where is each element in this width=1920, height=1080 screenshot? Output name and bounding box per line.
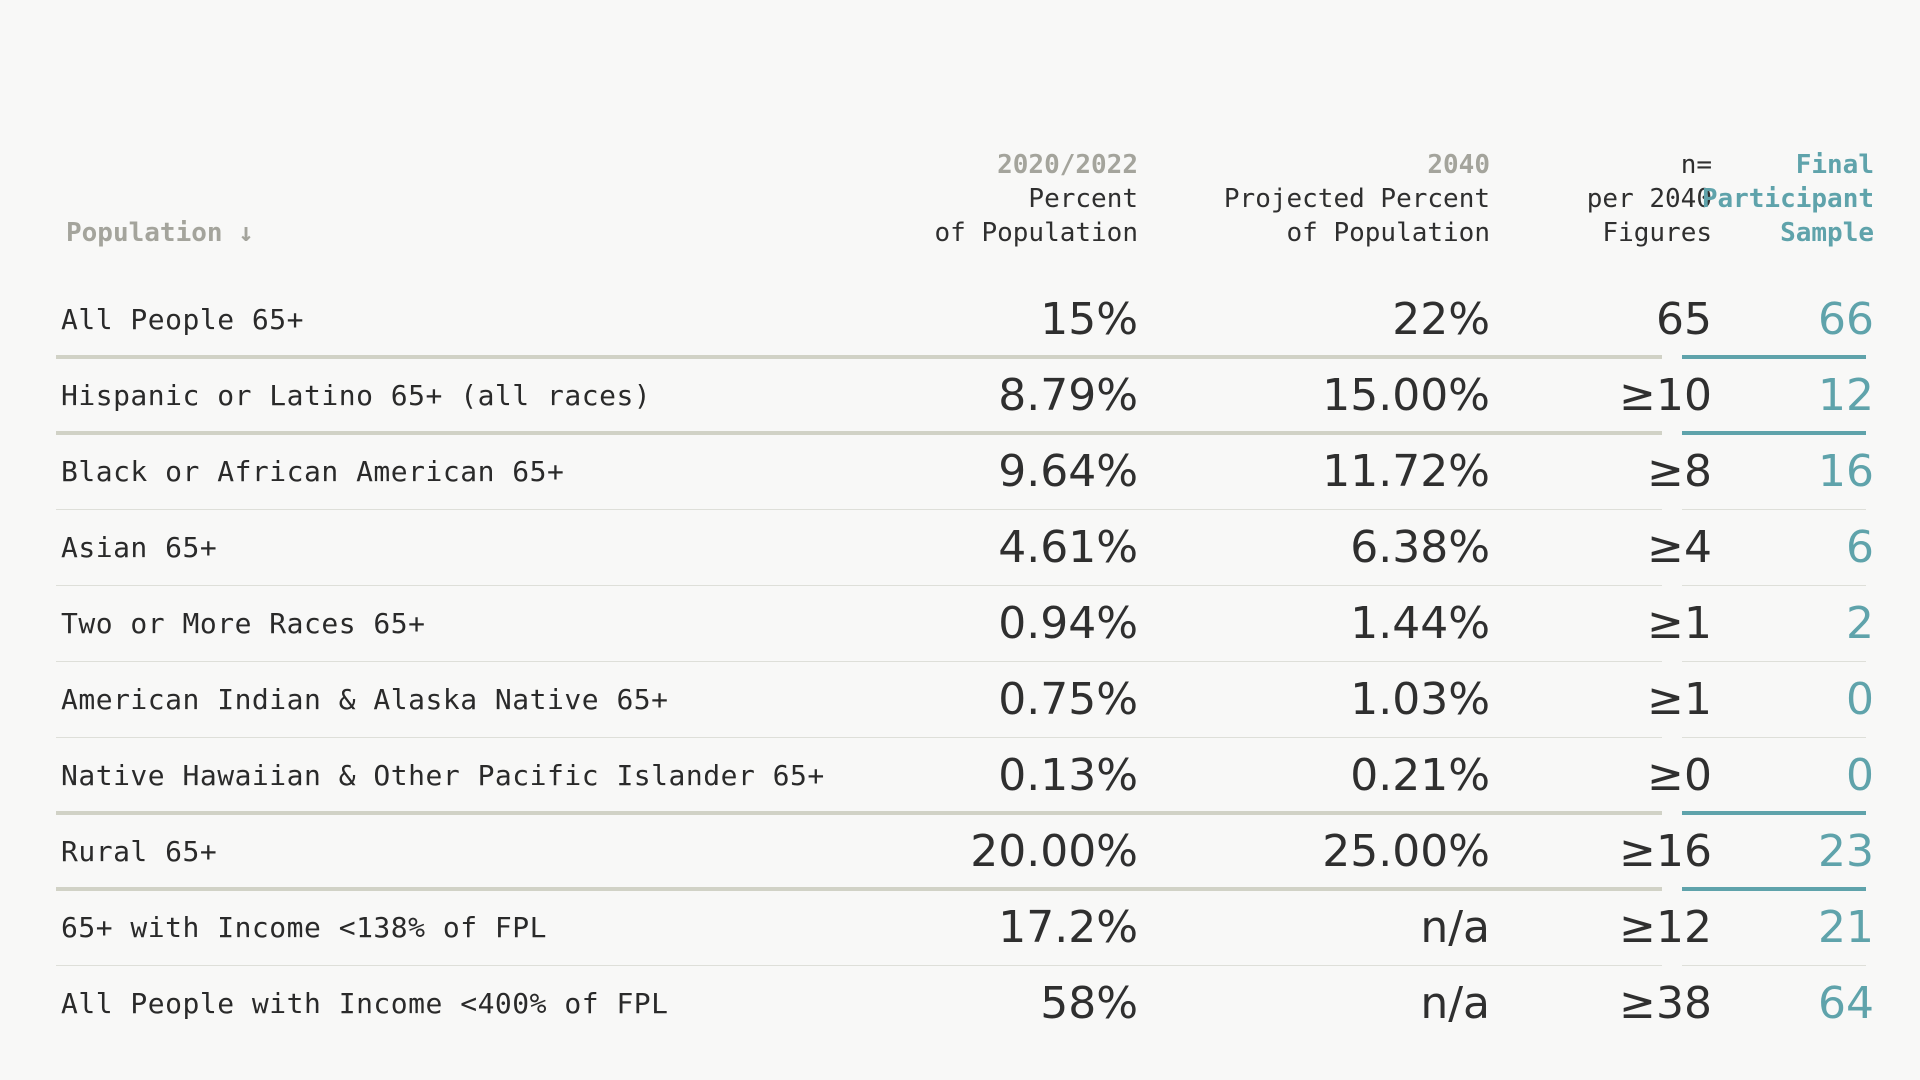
row-pct-2040: n/a xyxy=(1420,978,1490,1029)
row-label: Black or African American 65+ xyxy=(61,455,565,488)
header-final-line0: Final xyxy=(1795,150,1874,180)
row-sample: 66 xyxy=(1818,294,1874,345)
row-divider xyxy=(56,585,1662,586)
row-pct-2040: 1.03% xyxy=(1350,674,1490,725)
row-n: ≥8 xyxy=(1647,446,1712,497)
row-divider-accent xyxy=(1682,811,1866,815)
header-final-line2: Sample xyxy=(1780,218,1874,248)
row-sample: 0 xyxy=(1846,674,1874,725)
table-row: All People 65+ 15% 22% 65 66 xyxy=(56,282,1874,359)
row-pct-2020: 20.00% xyxy=(970,826,1138,877)
row-divider xyxy=(56,965,1662,966)
row-sample: 21 xyxy=(1818,902,1874,953)
table-row: Two or More Races 65+ 0.94% 1.44% ≥1 2 xyxy=(56,586,1874,662)
row-n: ≥4 xyxy=(1647,522,1712,573)
row-label: Hispanic or Latino 65+ (all races) xyxy=(61,379,652,412)
row-n: 65 xyxy=(1656,294,1712,345)
table-row: Hispanic or Latino 65+ (all races) 8.79%… xyxy=(56,358,1874,435)
row-divider xyxy=(56,431,1662,435)
row-divider-accent xyxy=(1682,965,1866,966)
row-label: All People with Income <400% of FPL xyxy=(61,987,669,1020)
row-divider-accent xyxy=(1682,509,1866,510)
row-divider-accent xyxy=(1682,887,1866,891)
table-row: All People with Income <400% of FPL 58% … xyxy=(56,966,1874,1042)
header-2040-projected: 2040 Projected Percent of Population xyxy=(1224,148,1490,250)
row-divider-accent xyxy=(1682,431,1866,435)
row-label: Rural 65+ xyxy=(61,835,218,868)
table-row: Native Hawaiian & Other Pacific Islander… xyxy=(56,738,1874,815)
row-pct-2040: 25.00% xyxy=(1322,826,1490,877)
header-final-line1: Participant xyxy=(1701,184,1874,214)
header-2040-line1: Projected Percent xyxy=(1223,184,1490,214)
row-pct-2020: 15% xyxy=(1040,294,1138,345)
row-pct-2040: 0.21% xyxy=(1350,750,1490,801)
row-label: American Indian & Alaska Native 65+ xyxy=(61,683,669,716)
row-n: ≥38 xyxy=(1619,978,1712,1029)
population-sort-header[interactable]: Population ↓ xyxy=(66,218,254,248)
row-n: ≥16 xyxy=(1619,826,1712,877)
row-pct-2040: 1.44% xyxy=(1350,598,1490,649)
row-pct-2020: 58% xyxy=(1040,978,1138,1029)
table-row: Black or African American 65+ 9.64% 11.7… xyxy=(56,434,1874,510)
row-label: Native Hawaiian & Other Pacific Islander… xyxy=(61,759,825,792)
row-sample: 16 xyxy=(1818,446,1874,497)
row-label: Asian 65+ xyxy=(61,531,218,564)
row-sample: 23 xyxy=(1818,826,1874,877)
header-2020-percent: 2020/2022 Percent of Population xyxy=(935,148,1139,250)
row-pct-2020: 0.94% xyxy=(998,598,1138,649)
header-n-line2: Figures xyxy=(1602,218,1712,248)
row-divider-accent xyxy=(1682,661,1866,662)
header-final-sample: Final Participant Sample xyxy=(1702,148,1874,250)
row-pct-2040: 15.00% xyxy=(1322,370,1490,421)
header-n-per-2040: n= per 2040 Figures xyxy=(1587,148,1712,250)
row-sample: 12 xyxy=(1818,370,1874,421)
header-n-line0: n= xyxy=(1680,150,1712,180)
row-divider xyxy=(56,355,1662,359)
table-row: 65+ with Income <138% of FPL 17.2% n/a ≥… xyxy=(56,890,1874,966)
row-n: ≥1 xyxy=(1647,598,1712,649)
row-pct-2020: 8.79% xyxy=(998,370,1138,421)
header-2020-year: 2020/2022 xyxy=(997,150,1138,180)
row-label: 65+ with Income <138% of FPL xyxy=(61,911,548,944)
row-sample: 2 xyxy=(1846,598,1874,649)
row-pct-2020: 4.61% xyxy=(998,522,1138,573)
table-row: Rural 65+ 20.00% 25.00% ≥16 23 xyxy=(56,814,1874,891)
row-pct-2020: 0.75% xyxy=(998,674,1138,725)
row-divider-accent xyxy=(1682,355,1866,359)
row-divider xyxy=(56,737,1662,738)
row-pct-2040: 11.72% xyxy=(1322,446,1490,497)
row-divider xyxy=(56,661,1662,662)
row-divider xyxy=(56,509,1662,510)
row-pct-2040: 6.38% xyxy=(1350,522,1490,573)
header-2020-line2: of Population xyxy=(934,218,1139,248)
row-n: ≥10 xyxy=(1619,370,1712,421)
row-n: ≥0 xyxy=(1647,750,1712,801)
row-label: All People 65+ xyxy=(61,303,305,336)
header-2040-year: 2040 xyxy=(1427,150,1490,180)
row-pct-2040: n/a xyxy=(1420,902,1490,953)
table-row: Asian 65+ 4.61% 6.38% ≥4 6 xyxy=(56,510,1874,586)
header-n-line1: per 2040 xyxy=(1586,184,1712,214)
row-sample: 0 xyxy=(1846,750,1874,801)
row-divider xyxy=(56,811,1662,815)
row-sample: 6 xyxy=(1846,522,1874,573)
row-divider xyxy=(56,887,1662,891)
row-pct-2020: 0.13% xyxy=(998,750,1138,801)
row-n: ≥12 xyxy=(1619,902,1712,953)
row-n: ≥1 xyxy=(1647,674,1712,725)
row-divider-accent xyxy=(1682,737,1866,738)
population-table: Population ↓ 2020/2022 Percent of Popula… xyxy=(56,100,1874,1042)
row-label: Two or More Races 65+ xyxy=(61,607,426,640)
row-pct-2020: 17.2% xyxy=(998,902,1138,953)
header-2020-line1: Percent xyxy=(1028,184,1138,214)
row-sample: 64 xyxy=(1818,978,1874,1029)
table-header: Population ↓ 2020/2022 Percent of Popula… xyxy=(56,100,1874,250)
row-pct-2020: 9.64% xyxy=(998,446,1138,497)
table-body: All People 65+ 15% 22% 65 66 Hispanic or… xyxy=(56,282,1874,1042)
row-divider-accent xyxy=(1682,585,1866,586)
header-2040-line2: of Population xyxy=(1286,218,1491,248)
row-pct-2040: 22% xyxy=(1392,294,1490,345)
table-row: American Indian & Alaska Native 65+ 0.75… xyxy=(56,662,1874,738)
